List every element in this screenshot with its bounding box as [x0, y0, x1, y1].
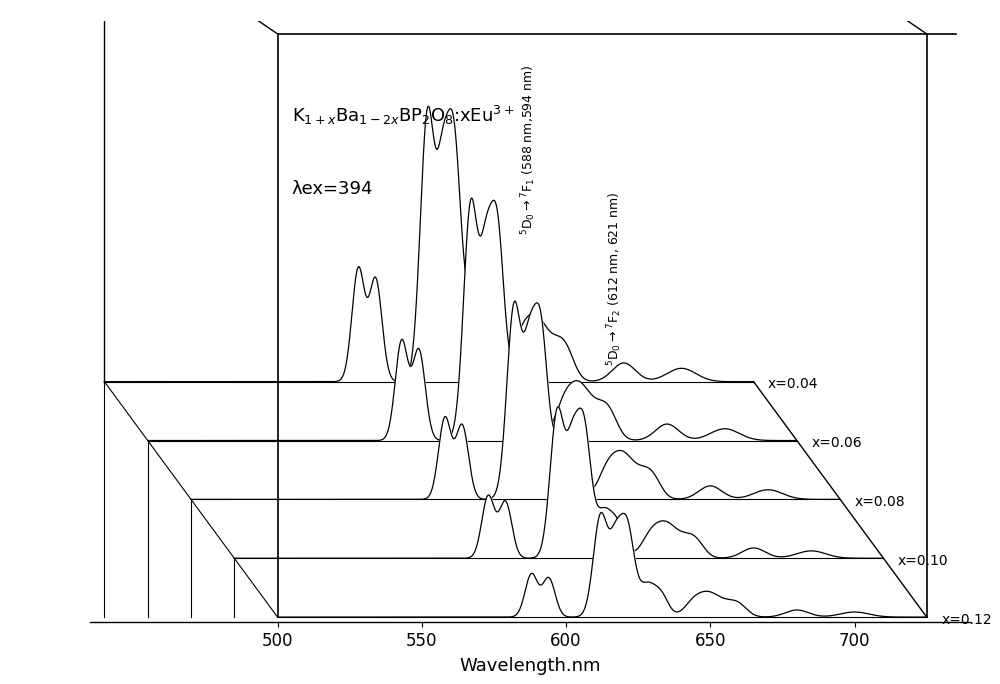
Text: $^{5}$D$_0$$\rightarrow$$^{7}$F$_2$ (612 nm, 621 nm): $^{5}$D$_0$$\rightarrow$$^{7}$F$_2$ (612… — [606, 191, 624, 366]
X-axis label: Wavelength.nm: Wavelength.nm — [459, 657, 601, 675]
Text: x=0.12: x=0.12 — [941, 613, 992, 627]
Text: K$_{1+x}$Ba$_{1-2x}$BP$_2$O$_8$:xEu$^{3+}$: K$_{1+x}$Ba$_{1-2x}$BP$_2$O$_8$:xEu$^{3+… — [292, 104, 515, 127]
Text: x=0.06: x=0.06 — [811, 436, 862, 450]
Text: x=0.10: x=0.10 — [898, 554, 948, 568]
Text: λex=394: λex=394 — [292, 180, 373, 198]
Text: $^{5}$D$_0$$\rightarrow$$^{7}$F$_1$ (588 nm,594 nm): $^{5}$D$_0$$\rightarrow$$^{7}$F$_1$ (588… — [519, 65, 538, 235]
Text: x=0.08: x=0.08 — [855, 495, 905, 509]
Text: x=0.04: x=0.04 — [768, 378, 819, 391]
